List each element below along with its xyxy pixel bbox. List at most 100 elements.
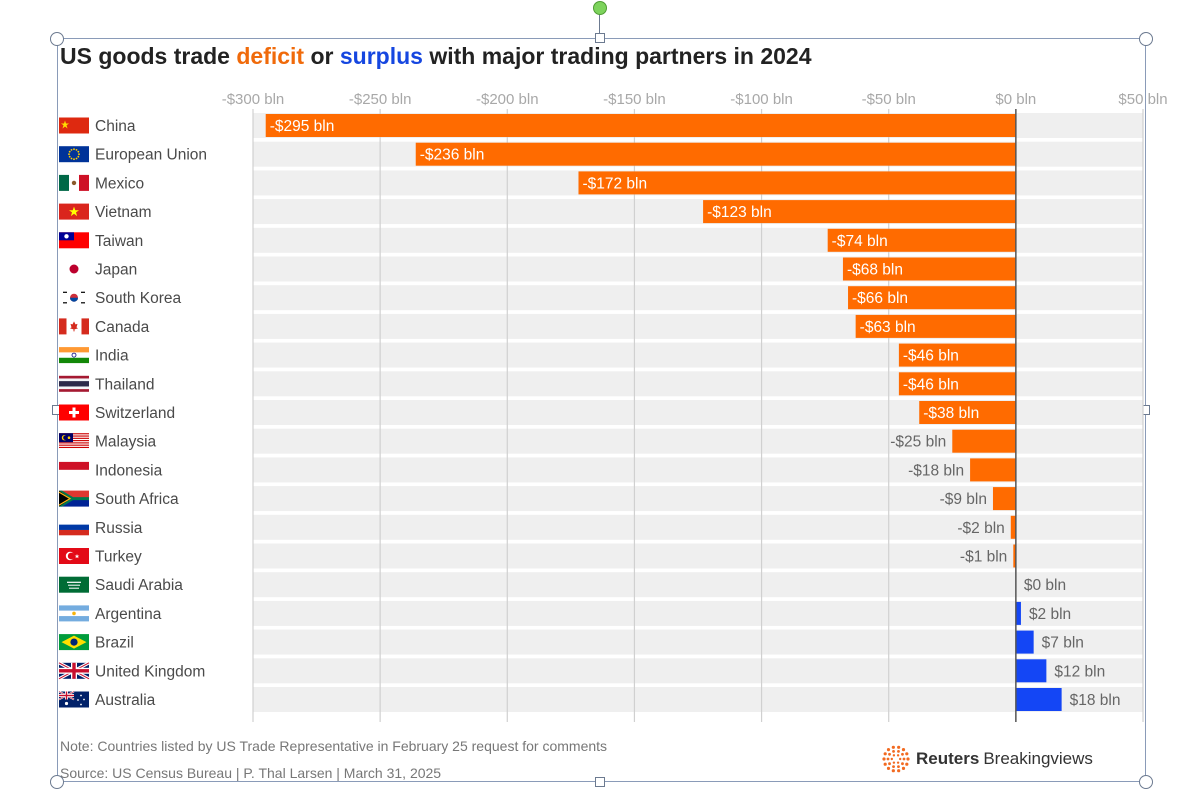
x-tick-label: -$250 bln: [349, 91, 412, 108]
resize-handle-top-left[interactable]: [50, 32, 64, 46]
bar: [265, 114, 1016, 137]
rotate-connector: [599, 14, 600, 38]
country-label: Thailand: [95, 376, 154, 393]
bar: [1015, 688, 1062, 711]
bar: [1013, 544, 1016, 568]
logo-dot: [899, 757, 902, 761]
x-tick-label: -$300 bln: [222, 91, 285, 108]
reuters-breakingviews-brand: Reuters Breakingviews: [882, 745, 1093, 773]
bar-value-label: -$63 bln: [860, 319, 916, 336]
x-tick-label: -$50 bln: [862, 91, 916, 108]
bar-value-label: $12 bln: [1054, 663, 1105, 680]
country-label: Argentina: [95, 606, 162, 623]
logo-dot: [886, 748, 891, 752]
bar: [952, 429, 1016, 453]
brand-breakingviews-text: Breakingviews: [983, 749, 1093, 768]
resize-handle-bottom-middle[interactable]: [595, 777, 605, 787]
bar-value-label: -$172 bln: [582, 175, 647, 192]
eu-flag-icon: [59, 146, 89, 163]
country-label: European Union: [95, 147, 207, 164]
bar: [848, 286, 1016, 310]
logo-dot: [906, 757, 910, 761]
logo-dot: [883, 762, 887, 766]
logo-dot: [882, 757, 886, 761]
country-label: Brazil: [95, 635, 134, 652]
bar-value-label: -$46 bln: [903, 376, 959, 393]
title-prefix: US goods trade: [60, 43, 237, 69]
bar: [1015, 659, 1047, 683]
bar-value-label: -$18 bln: [908, 462, 964, 479]
bar: [578, 171, 1016, 195]
china-flag-icon: [59, 117, 89, 134]
saudi-arabia-flag-icon: [59, 576, 89, 593]
logo-dot: [888, 752, 891, 756]
bar-value-label: -$38 bln: [923, 405, 979, 422]
resize-handle-top-middle[interactable]: [595, 33, 605, 43]
south-korea-flag-icon: [59, 289, 89, 306]
logo-dot: [896, 761, 900, 764]
logo-dot: [897, 745, 901, 749]
logo-dot: [892, 749, 895, 753]
india-flag-icon: [59, 347, 89, 364]
bar-value-label: $18 bln: [1070, 692, 1121, 709]
logo-dot: [902, 757, 906, 761]
x-tick-label: $50 bln: [1118, 91, 1167, 108]
bar-value-label: -$295 bln: [270, 118, 335, 135]
title-surplus-word: surplus: [339, 43, 423, 69]
logo-dot: [891, 745, 895, 749]
resize-handle-top-right[interactable]: [1139, 32, 1153, 46]
logo-dot: [901, 762, 904, 766]
title-deficit-word: deficit: [236, 43, 305, 69]
indonesia-flag-icon: [59, 461, 89, 478]
russia-flag-icon: [59, 519, 89, 536]
logo-dot: [888, 762, 891, 766]
x-tick-label: -$200 bln: [476, 91, 539, 108]
bar-value-label: -$123 bln: [707, 204, 772, 221]
bar: [970, 458, 1016, 482]
x-tick-label: -$100 bln: [730, 91, 793, 108]
bar-value-label: -$2 bln: [957, 520, 1004, 537]
row-band: [253, 658, 1143, 684]
thailand-flag-icon: [59, 375, 89, 392]
logo-dot: [892, 754, 896, 757]
bar: [1015, 601, 1021, 625]
bar-value-label: -$66 bln: [852, 290, 908, 307]
row-band: [253, 514, 1143, 540]
row-band: [253, 572, 1143, 598]
bar: [898, 372, 1016, 396]
logo-dot: [886, 766, 891, 770]
bar: [1010, 515, 1016, 539]
reuters-logo-icon: [882, 745, 910, 773]
country-label: Mexico: [95, 175, 144, 192]
rotate-handle[interactable]: [593, 1, 607, 15]
country-label: Malaysia: [95, 434, 157, 451]
logo-dot: [886, 757, 890, 761]
country-label: Saudi Arabia: [95, 577, 183, 594]
logo-dot: [896, 754, 900, 757]
south-africa-flag-icon: [58, 490, 89, 507]
logo-dot: [905, 762, 909, 766]
malaysia-flag-icon: [59, 433, 89, 450]
japan-flag-icon: [59, 261, 89, 277]
resize-handle-bottom-left[interactable]: [50, 775, 64, 789]
logo-dot: [892, 765, 895, 769]
bar: [919, 401, 1016, 424]
x-tick-label: -$150 bln: [603, 91, 666, 108]
title-suffix: with major trading partners in 2024: [422, 43, 812, 69]
bar-value-label: -$1 bln: [960, 549, 1007, 566]
logo-dot: [905, 752, 909, 756]
bar-value-label: -$46 bln: [903, 348, 959, 365]
row-band: [253, 600, 1143, 626]
bar: [898, 343, 1016, 367]
mexico-flag-icon: [59, 174, 89, 191]
bar-value-label: -$9 bln: [940, 491, 987, 508]
logo-dot: [892, 761, 896, 764]
title-middle: or: [304, 43, 340, 69]
country-label: South Korea: [95, 290, 182, 307]
bar: [992, 487, 1016, 511]
country-label: Japan: [95, 262, 137, 279]
bar: [703, 200, 1016, 224]
resize-handle-bottom-right[interactable]: [1139, 775, 1153, 789]
vietnam-flag-icon: [59, 203, 89, 220]
